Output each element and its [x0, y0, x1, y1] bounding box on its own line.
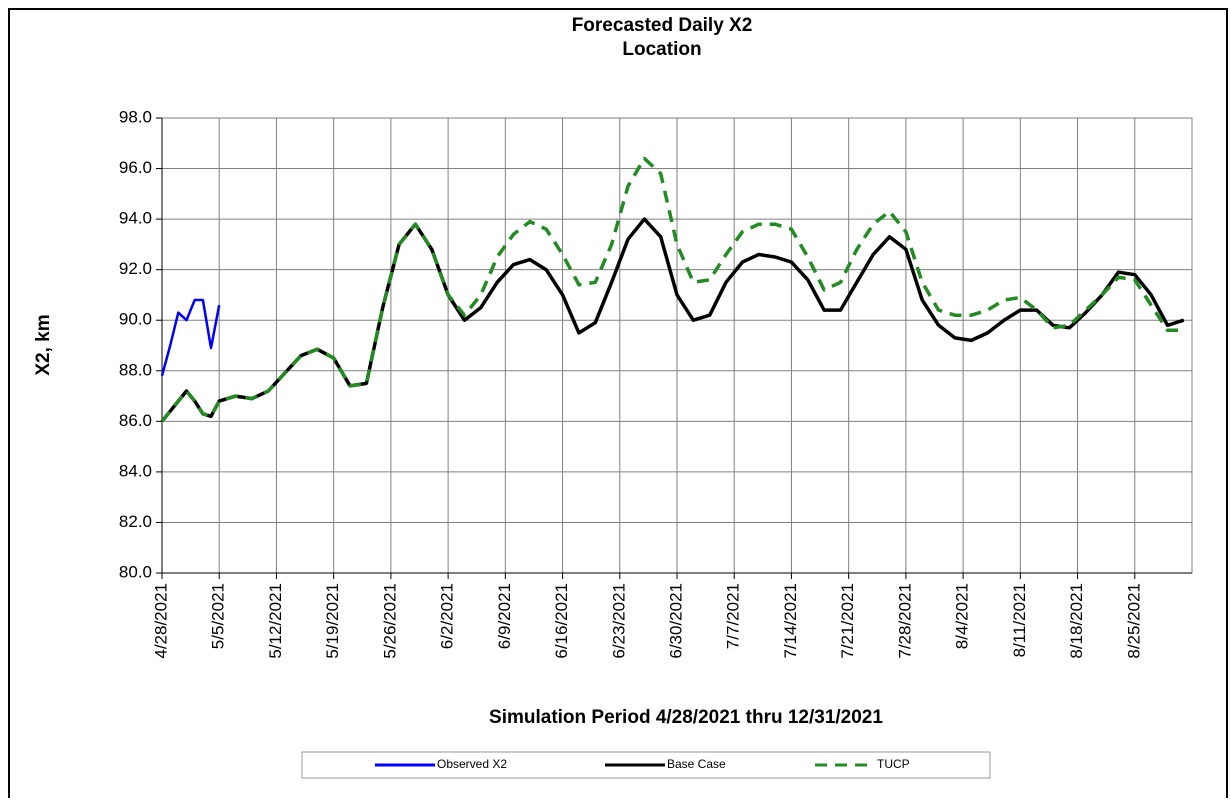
y-tick-label: 84.0	[119, 461, 152, 480]
series-line	[160, 298, 221, 377]
chart-title: Forecasted Daily X2	[572, 15, 753, 36]
y-tick-label: 92.0	[119, 259, 152, 278]
x-tick-label: 5/12/2021	[266, 583, 285, 659]
x-tick-label: 5/19/2021	[323, 583, 342, 659]
x-axis-label: Simulation Period 4/28/2021 thru 12/31/2…	[489, 707, 883, 728]
x-tick-label: 6/23/2021	[609, 583, 628, 659]
x-tick-label: 5/5/2021	[209, 583, 228, 649]
y-tick-label: 90.0	[119, 310, 152, 329]
x-tick-label: 5/26/2021	[380, 583, 399, 659]
y-axis-label: X2, km	[33, 314, 54, 375]
y-tick-label: 86.0	[119, 411, 152, 430]
x-tick-label: 6/2/2021	[438, 583, 457, 649]
x-tick-label: 4/28/2021	[151, 583, 170, 659]
legend-label: Base Case	[667, 757, 726, 771]
legend-label: Observed X2	[437, 757, 507, 771]
y-tick-label: 98.0	[119, 107, 152, 126]
x-tick-label: 7/14/2021	[781, 583, 800, 659]
frame	[8, 8, 1228, 803]
x-tick-label: 8/18/2021	[1067, 583, 1086, 659]
y-tick-label: 94.0	[119, 209, 152, 228]
x-tick-label: 6/30/2021	[666, 583, 685, 659]
chart-title: Location	[622, 39, 701, 60]
series-line	[160, 156, 1184, 423]
y-tick-label: 82.0	[119, 512, 152, 531]
y-tick-label: 80.0	[119, 562, 152, 581]
y-tick-label: 88.0	[119, 360, 152, 379]
legend-label: TUCP	[877, 757, 910, 771]
x-tick-label: 7/21/2021	[838, 583, 857, 659]
x-tick-label: 7/28/2021	[895, 583, 914, 659]
x-tick-label: 6/9/2021	[495, 583, 514, 649]
y-tick-label: 96.0	[119, 158, 152, 177]
x-tick-label: 8/4/2021	[953, 583, 972, 649]
x-tick-label: 8/25/2021	[1124, 583, 1143, 659]
x-tick-label: 6/16/2021	[552, 583, 571, 659]
x-tick-label: 7/7/2021	[724, 583, 743, 649]
x-tick-label: 8/11/2021	[1010, 583, 1029, 657]
